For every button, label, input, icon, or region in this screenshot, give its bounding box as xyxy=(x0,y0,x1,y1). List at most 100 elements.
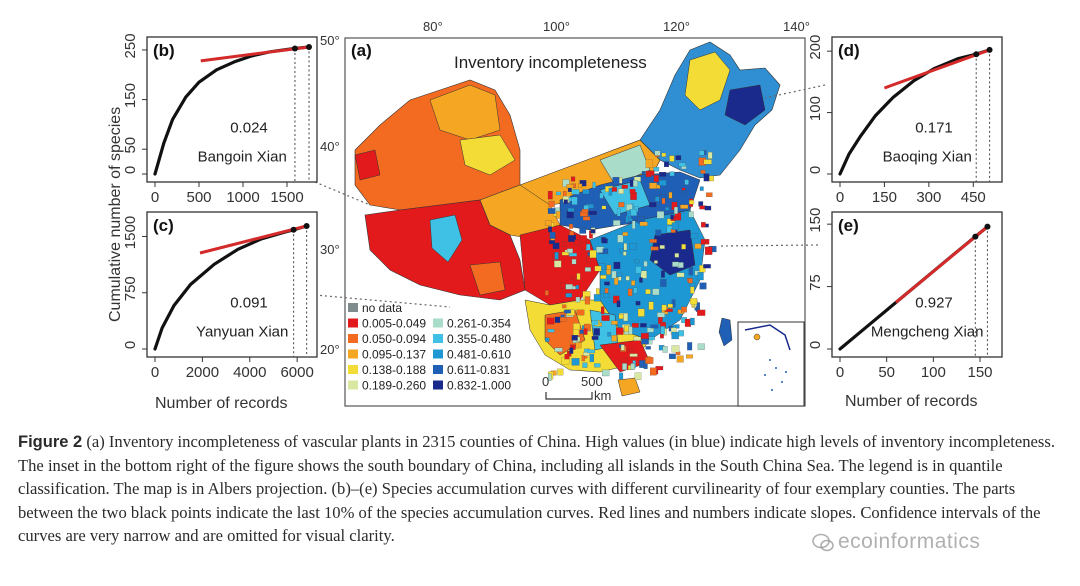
county-cell xyxy=(573,323,581,330)
county-cell xyxy=(678,162,686,167)
map-region-northeast-3 xyxy=(724,84,766,126)
county-cell xyxy=(600,306,605,315)
x-tick-label: 150 xyxy=(872,189,897,206)
county-cell xyxy=(706,192,713,198)
county-cell xyxy=(681,190,687,196)
county-cell xyxy=(581,241,587,250)
county-cell xyxy=(623,325,629,332)
y-tick-label: 0 xyxy=(807,166,824,174)
county-cell xyxy=(648,301,654,310)
county-cell xyxy=(591,336,599,340)
county-cell xyxy=(628,348,634,352)
county-cell xyxy=(579,180,587,187)
county-cell xyxy=(684,318,692,327)
county-cell xyxy=(549,231,556,239)
county-cell xyxy=(566,184,574,189)
county-cell xyxy=(565,293,572,298)
county-cell xyxy=(688,267,694,276)
map-region-northeast xyxy=(639,41,781,179)
county-cell xyxy=(645,289,651,295)
county-cell xyxy=(611,335,617,342)
map-region-xinjiang-4 xyxy=(354,149,381,181)
county-cell xyxy=(570,276,577,281)
county-cell xyxy=(613,261,621,270)
county-cell xyxy=(606,264,612,270)
county-cell xyxy=(561,251,569,256)
y-tick-label: 150 xyxy=(122,83,139,108)
county-cell xyxy=(655,229,662,236)
panel-frame xyxy=(831,36,1003,183)
slope-line xyxy=(200,45,310,63)
county-cell xyxy=(700,239,706,245)
county-cell xyxy=(549,240,556,245)
county-cell xyxy=(562,241,567,247)
county-cell xyxy=(589,250,597,258)
county-cell xyxy=(676,355,684,363)
county-cell xyxy=(670,214,674,220)
county-cell xyxy=(564,309,571,314)
county-cell xyxy=(654,150,661,156)
county-cell xyxy=(659,245,665,249)
x-axis-label-left: Number of records xyxy=(155,395,288,412)
lon-tick-140: 140° xyxy=(783,19,810,34)
x-tick-label: 50 xyxy=(878,364,895,381)
county-cell xyxy=(601,315,610,321)
county-cell xyxy=(548,373,552,381)
county-cell xyxy=(571,196,578,205)
county-cell xyxy=(575,342,582,349)
county-cell xyxy=(661,270,665,278)
county-cell xyxy=(576,309,585,316)
county-cell xyxy=(607,332,611,337)
county-cell xyxy=(548,226,553,233)
county-cell xyxy=(661,198,666,205)
legend-swatch-6 xyxy=(433,318,443,328)
county-cell xyxy=(675,324,680,329)
county-cell xyxy=(554,316,561,323)
county-cell xyxy=(659,333,664,339)
scale-zero: 0 xyxy=(542,374,549,389)
county-cell xyxy=(645,346,651,350)
county-cell xyxy=(637,308,645,317)
county-cell xyxy=(634,372,642,380)
scale-bar: 0 500 km xyxy=(542,374,611,403)
county-cell xyxy=(601,205,607,210)
x-tick-label: 1500 xyxy=(270,189,303,206)
county-cell xyxy=(613,295,620,304)
y-tick-label: 0 xyxy=(122,166,139,174)
slope-value: 0.171 xyxy=(915,120,953,137)
county-cell xyxy=(681,306,687,313)
inset-coast xyxy=(744,324,791,351)
county-cell xyxy=(612,177,620,185)
x-axis-label-right: Number of records xyxy=(845,393,978,410)
map-region-xinjiang-2 xyxy=(429,84,501,141)
county-cell xyxy=(602,369,610,377)
county-cell xyxy=(606,269,611,275)
county-cell xyxy=(604,288,609,294)
county-cell xyxy=(687,342,693,351)
legend-label-4: 0.138-0.188 xyxy=(362,363,426,377)
county-cell xyxy=(571,189,580,195)
county-cell xyxy=(640,323,647,328)
county-cell xyxy=(579,329,584,334)
county-cell xyxy=(611,187,618,192)
black-point xyxy=(986,46,993,53)
county-cell xyxy=(635,266,642,274)
county-cell xyxy=(545,337,550,342)
x-tick-label: 0 xyxy=(836,364,844,381)
legend-label-0: no data xyxy=(362,301,402,315)
scale-unit: km xyxy=(594,388,611,403)
map-region-east-coast-2 xyxy=(649,229,696,276)
inset-island xyxy=(753,333,761,341)
slope-line xyxy=(883,48,991,90)
county-cell xyxy=(689,298,698,305)
legend-swatch-9 xyxy=(433,365,443,374)
county-cell xyxy=(681,244,686,250)
county-cell xyxy=(669,171,675,177)
wechat-icon xyxy=(812,533,834,552)
county-cell xyxy=(621,184,628,189)
county-cell xyxy=(704,246,713,255)
county-cell xyxy=(616,208,621,217)
legend-swatch-10 xyxy=(433,380,443,390)
county-cell xyxy=(582,362,588,368)
